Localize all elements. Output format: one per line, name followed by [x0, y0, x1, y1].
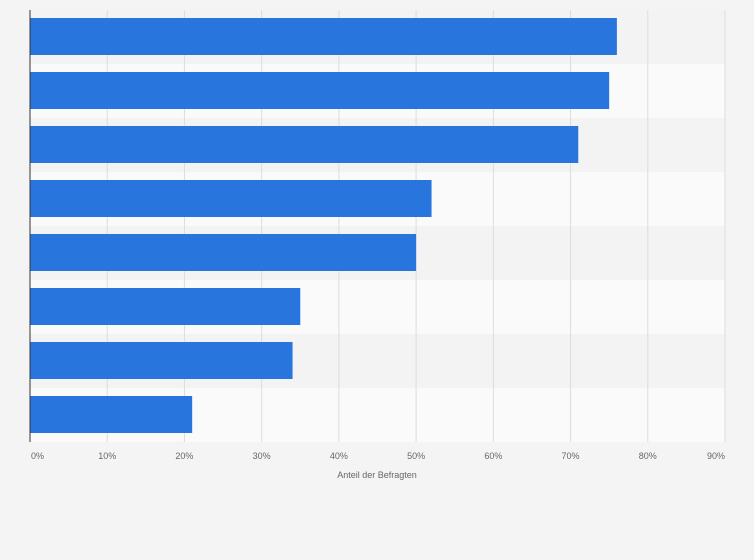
x-tick-label: 60% — [484, 451, 502, 461]
bar — [30, 396, 193, 433]
bars — [30, 18, 617, 433]
bar — [30, 126, 579, 163]
x-tick-label: 10% — [98, 451, 116, 461]
bar — [30, 18, 617, 55]
bar — [30, 234, 417, 271]
x-tick-label: 0% — [31, 451, 44, 461]
x-tick-label: 70% — [562, 451, 580, 461]
x-tick-label: 40% — [330, 451, 348, 461]
x-tick-label: 50% — [407, 451, 425, 461]
x-tick-label: 20% — [175, 451, 193, 461]
x-tick-label: 80% — [639, 451, 657, 461]
bar — [30, 180, 432, 217]
x-axis-title: Anteil der Befragten — [337, 470, 417, 480]
x-tick-label: 90% — [707, 451, 725, 461]
x-tick-label: 30% — [253, 451, 271, 461]
bar — [30, 288, 301, 325]
bar — [30, 72, 610, 109]
bar — [30, 342, 293, 379]
x-tick-labels: 0% 10% 20% 30% 40% 50% 60% 70% 80% 90% — [31, 451, 725, 461]
